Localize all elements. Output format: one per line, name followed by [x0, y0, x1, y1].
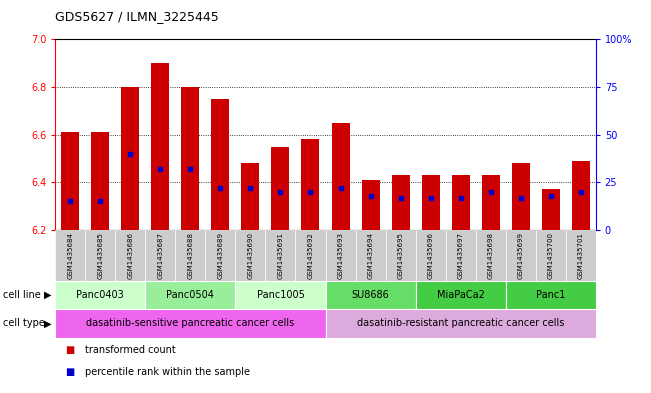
Text: dasatinib-sensitive pancreatic cancer cells: dasatinib-sensitive pancreatic cancer ce… — [87, 318, 294, 329]
Text: GSM1435686: GSM1435686 — [128, 232, 133, 279]
Text: GSM1435689: GSM1435689 — [217, 232, 223, 279]
Text: GSM1435692: GSM1435692 — [307, 232, 314, 279]
Point — [365, 193, 376, 199]
Point — [486, 189, 496, 195]
FancyBboxPatch shape — [145, 230, 175, 281]
FancyBboxPatch shape — [296, 230, 326, 281]
Text: GSM1435696: GSM1435696 — [428, 232, 434, 279]
Bar — [182, 87, 199, 230]
FancyBboxPatch shape — [236, 230, 266, 281]
Text: ■: ■ — [65, 345, 74, 355]
Text: ■: ■ — [65, 367, 74, 377]
FancyBboxPatch shape — [266, 230, 296, 281]
Text: GSM1435701: GSM1435701 — [577, 232, 584, 279]
Bar — [61, 132, 79, 230]
Point — [155, 166, 165, 172]
Point — [125, 151, 135, 157]
Point — [186, 166, 196, 172]
Text: GSM1435699: GSM1435699 — [518, 232, 523, 279]
Text: GSM1435695: GSM1435695 — [398, 232, 404, 279]
Text: GSM1435691: GSM1435691 — [277, 232, 283, 279]
Text: GSM1435688: GSM1435688 — [187, 232, 193, 279]
FancyBboxPatch shape — [55, 309, 325, 338]
Text: GSM1435685: GSM1435685 — [98, 232, 104, 279]
Point — [95, 198, 105, 204]
Bar — [512, 163, 530, 230]
Text: SU8686: SU8686 — [352, 290, 389, 300]
FancyBboxPatch shape — [175, 230, 206, 281]
Point — [335, 185, 346, 191]
Point — [215, 185, 226, 191]
Bar — [271, 147, 290, 230]
Bar — [542, 189, 560, 230]
Text: Panc0403: Panc0403 — [76, 290, 124, 300]
Bar — [212, 99, 229, 230]
Point — [516, 195, 526, 201]
Bar — [482, 175, 499, 230]
Bar — [152, 63, 169, 230]
FancyBboxPatch shape — [55, 281, 145, 309]
Point — [425, 195, 436, 201]
Bar — [91, 132, 109, 230]
Text: Panc1005: Panc1005 — [256, 290, 305, 300]
Bar — [361, 180, 380, 230]
Bar — [422, 175, 439, 230]
Text: GSM1435697: GSM1435697 — [458, 232, 464, 279]
FancyBboxPatch shape — [115, 230, 145, 281]
Text: GSM1435690: GSM1435690 — [247, 232, 253, 279]
Point — [65, 198, 76, 204]
Text: MiaPaCa2: MiaPaCa2 — [437, 290, 484, 300]
Text: percentile rank within the sample: percentile rank within the sample — [85, 367, 249, 377]
Text: cell type: cell type — [3, 318, 45, 329]
Text: Panc1: Panc1 — [536, 290, 565, 300]
Text: GSM1435684: GSM1435684 — [67, 232, 74, 279]
Bar — [572, 161, 590, 230]
FancyBboxPatch shape — [566, 230, 596, 281]
Text: transformed count: transformed count — [85, 345, 175, 355]
FancyBboxPatch shape — [506, 281, 596, 309]
FancyBboxPatch shape — [326, 281, 415, 309]
FancyBboxPatch shape — [206, 230, 236, 281]
FancyBboxPatch shape — [415, 230, 445, 281]
FancyBboxPatch shape — [355, 230, 385, 281]
Point — [395, 195, 406, 201]
FancyBboxPatch shape — [506, 230, 536, 281]
Point — [275, 189, 286, 195]
Text: ▶: ▶ — [44, 290, 52, 300]
FancyBboxPatch shape — [445, 230, 476, 281]
Text: GSM1435693: GSM1435693 — [337, 232, 344, 279]
Text: ▶: ▶ — [44, 318, 52, 329]
Point — [456, 195, 466, 201]
Text: dasatinib-resistant pancreatic cancer cells: dasatinib-resistant pancreatic cancer ce… — [357, 318, 564, 329]
Bar — [452, 175, 469, 230]
Text: Panc0504: Panc0504 — [167, 290, 214, 300]
Bar — [331, 123, 350, 230]
Text: GSM1435698: GSM1435698 — [488, 232, 493, 279]
FancyBboxPatch shape — [55, 230, 85, 281]
Text: GDS5627 / ILMN_3225445: GDS5627 / ILMN_3225445 — [55, 10, 219, 23]
Bar — [242, 163, 260, 230]
FancyBboxPatch shape — [326, 309, 596, 338]
Bar — [121, 87, 139, 230]
Text: cell line: cell line — [3, 290, 41, 300]
Bar — [301, 140, 320, 230]
FancyBboxPatch shape — [326, 230, 355, 281]
Text: GSM1435687: GSM1435687 — [158, 232, 163, 279]
FancyBboxPatch shape — [85, 230, 115, 281]
FancyBboxPatch shape — [385, 230, 415, 281]
FancyBboxPatch shape — [476, 230, 506, 281]
Point — [245, 185, 256, 191]
Point — [575, 189, 586, 195]
Text: GSM1435700: GSM1435700 — [547, 232, 553, 279]
Point — [546, 193, 556, 199]
FancyBboxPatch shape — [536, 230, 566, 281]
Point — [305, 189, 316, 195]
FancyBboxPatch shape — [145, 281, 236, 309]
Text: GSM1435694: GSM1435694 — [368, 232, 374, 279]
FancyBboxPatch shape — [415, 281, 506, 309]
Bar — [391, 175, 409, 230]
FancyBboxPatch shape — [236, 281, 326, 309]
